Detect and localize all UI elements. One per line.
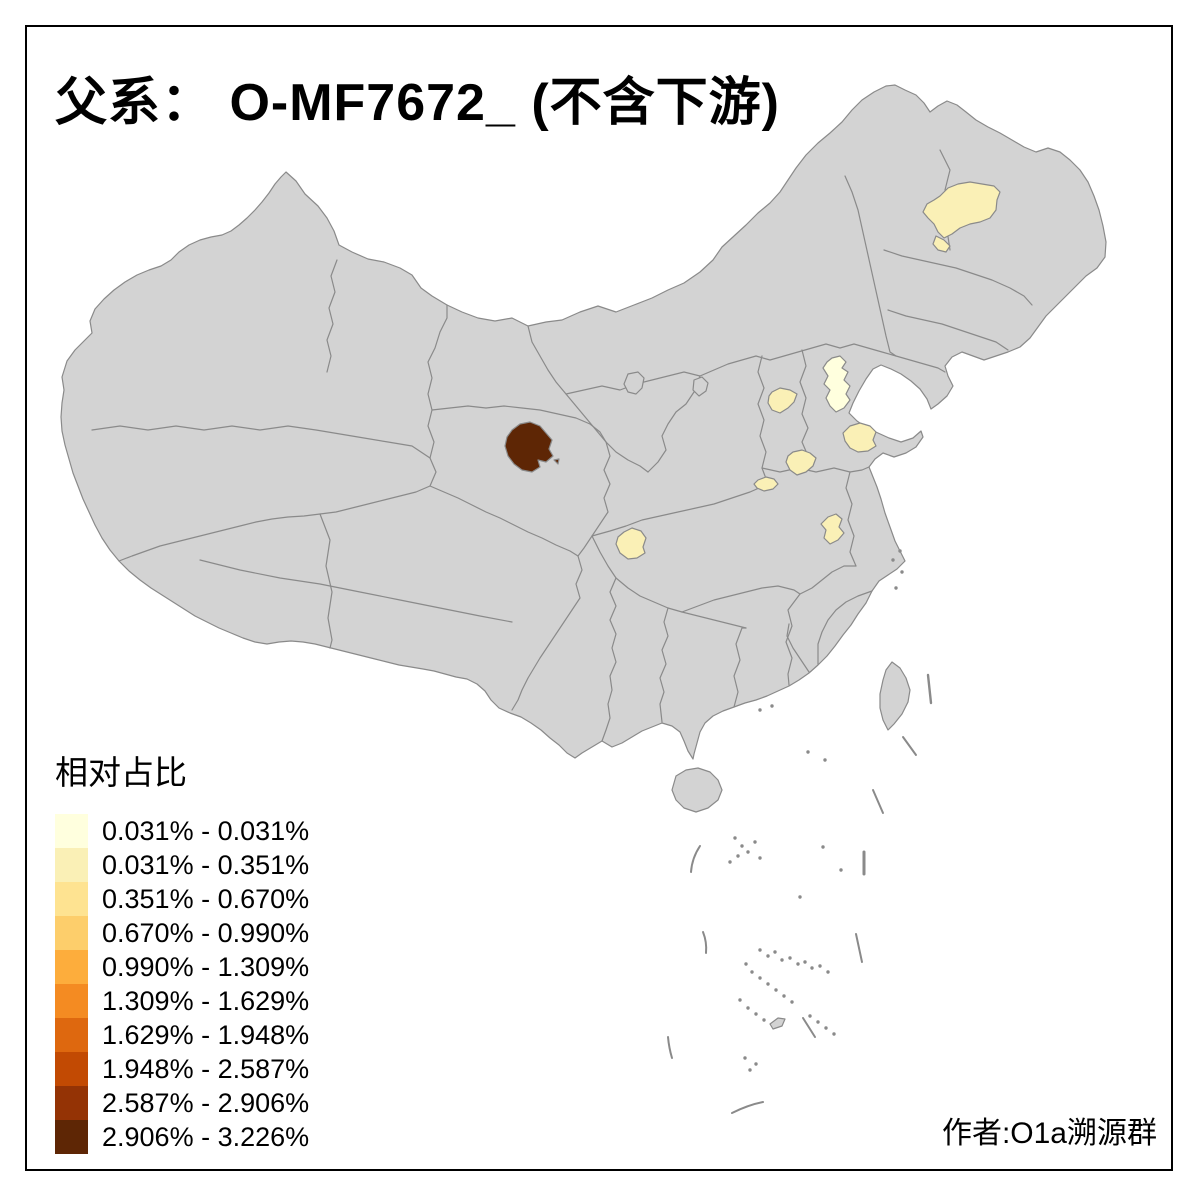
province-boundary — [118, 304, 448, 562]
province-boundary — [577, 441, 611, 557]
province-boundary — [817, 590, 873, 665]
region-hebei-prefecture — [767, 387, 798, 414]
region-heilongjiang-prefecture-part2 — [932, 235, 951, 253]
legend-swatch — [55, 882, 88, 916]
legend-item: 1.309% - 1.629% — [55, 984, 309, 1018]
legend-item: 2.587% - 2.906% — [55, 1086, 309, 1120]
legend-item: 0.990% - 1.309% — [55, 950, 309, 984]
legend-swatch — [55, 1052, 88, 1086]
taiwan-island — [879, 661, 911, 731]
author-credit: 作者:O1a溯源群 — [941, 1117, 1157, 1150]
legend-label: 2.906% - 3.226% — [102, 1122, 310, 1152]
province-boundary — [601, 577, 617, 742]
province-boundary — [511, 555, 583, 711]
legend-swatch — [55, 814, 88, 848]
region-anhui-prefecture — [820, 513, 845, 545]
province-boundary — [591, 535, 683, 613]
province-boundary — [681, 611, 747, 629]
island-dots — [728, 549, 904, 1072]
region-sichuan-prefecture — [615, 527, 647, 560]
region-henan-north-prefecture — [785, 449, 817, 476]
region-beijing-tianjin-prefecture — [822, 355, 851, 413]
region-heilongjiang-prefecture — [922, 181, 1001, 239]
legend-item: 0.031% - 0.031% — [55, 814, 309, 848]
legend: 相对占比 0.031% - 0.031% 0.031% - 0.351% 0.351… — [55, 746, 309, 1154]
legend-label: 0.670% - 0.990% — [102, 918, 310, 948]
province-boundary — [786, 623, 810, 673]
highlighted-regions — [504, 181, 1001, 560]
enclave-outline — [623, 371, 645, 395]
prefecture-boundary — [91, 425, 431, 459]
legend-items: 0.031% - 0.031% 0.031% - 0.351% 0.351% - 0… — [55, 814, 309, 1154]
prefecture-boundary — [199, 559, 513, 623]
province-boundary — [647, 375, 701, 473]
province-boundary — [761, 466, 870, 473]
province-boundary — [429, 485, 579, 557]
legend-label: 2.587% - 2.906% — [102, 1088, 310, 1118]
province-boundary — [591, 483, 769, 537]
province-boundary — [844, 175, 897, 357]
legend-item: 1.948% - 2.587% — [55, 1052, 309, 1086]
region-shandong-prefecture — [842, 422, 877, 453]
region-qinghai-haixi-prefecture — [504, 421, 554, 473]
legend-label: 0.031% - 0.351% — [102, 850, 310, 880]
province-boundary — [659, 607, 669, 723]
prefecture-boundary — [326, 259, 338, 373]
mainland-outline — [60, 84, 1107, 760]
province-boundary — [733, 627, 747, 708]
province-boundary — [785, 593, 801, 686]
province-boundary — [887, 309, 1009, 351]
legend-label: 1.948% - 2.587% — [102, 1054, 310, 1084]
legend-label: 0.990% - 1.309% — [102, 952, 310, 982]
legend-swatch — [55, 1120, 88, 1154]
legend-title: 相对占比 — [55, 754, 187, 791]
legend-label: 0.351% - 0.670% — [102, 884, 310, 914]
legend-swatch — [55, 916, 88, 950]
legend-swatch — [55, 848, 88, 882]
hainan-island — [671, 767, 723, 813]
province-boundary — [845, 471, 857, 567]
legend-swatch — [55, 984, 88, 1018]
sea-boundary-dashes — [667, 673, 933, 1114]
prefecture-boundary — [319, 513, 333, 649]
legend-item: 1.629% - 1.948% — [55, 1018, 309, 1052]
legend-swatch — [55, 1086, 88, 1120]
region-henan-west-prefecture — [753, 476, 779, 492]
province-boundary — [757, 355, 769, 485]
legend-label: 1.309% - 1.629% — [102, 986, 310, 1016]
province-boundary — [883, 249, 1033, 306]
legend-label: 1.629% - 1.948% — [102, 1020, 310, 1050]
legend-item: 0.351% - 0.670% — [55, 882, 309, 916]
legend-swatch — [55, 950, 88, 984]
map-title: 父系： O-MF7672_ (不含下游) — [55, 74, 780, 132]
province-boundary — [681, 565, 857, 613]
province-boundary — [527, 325, 649, 473]
legend-item: 2.906% - 3.226% — [55, 1120, 309, 1154]
south-sea-islet — [769, 1017, 786, 1030]
enclave-outline — [692, 376, 709, 397]
legend-label: 0.031% - 0.031% — [102, 816, 310, 846]
legend-item: 0.670% - 0.990% — [55, 916, 309, 950]
province-boundaries — [91, 149, 1033, 742]
region-qinghai-haixi-fragment — [553, 458, 560, 465]
legend-swatch — [55, 1018, 88, 1052]
legend-item: 0.031% - 0.351% — [55, 848, 309, 882]
